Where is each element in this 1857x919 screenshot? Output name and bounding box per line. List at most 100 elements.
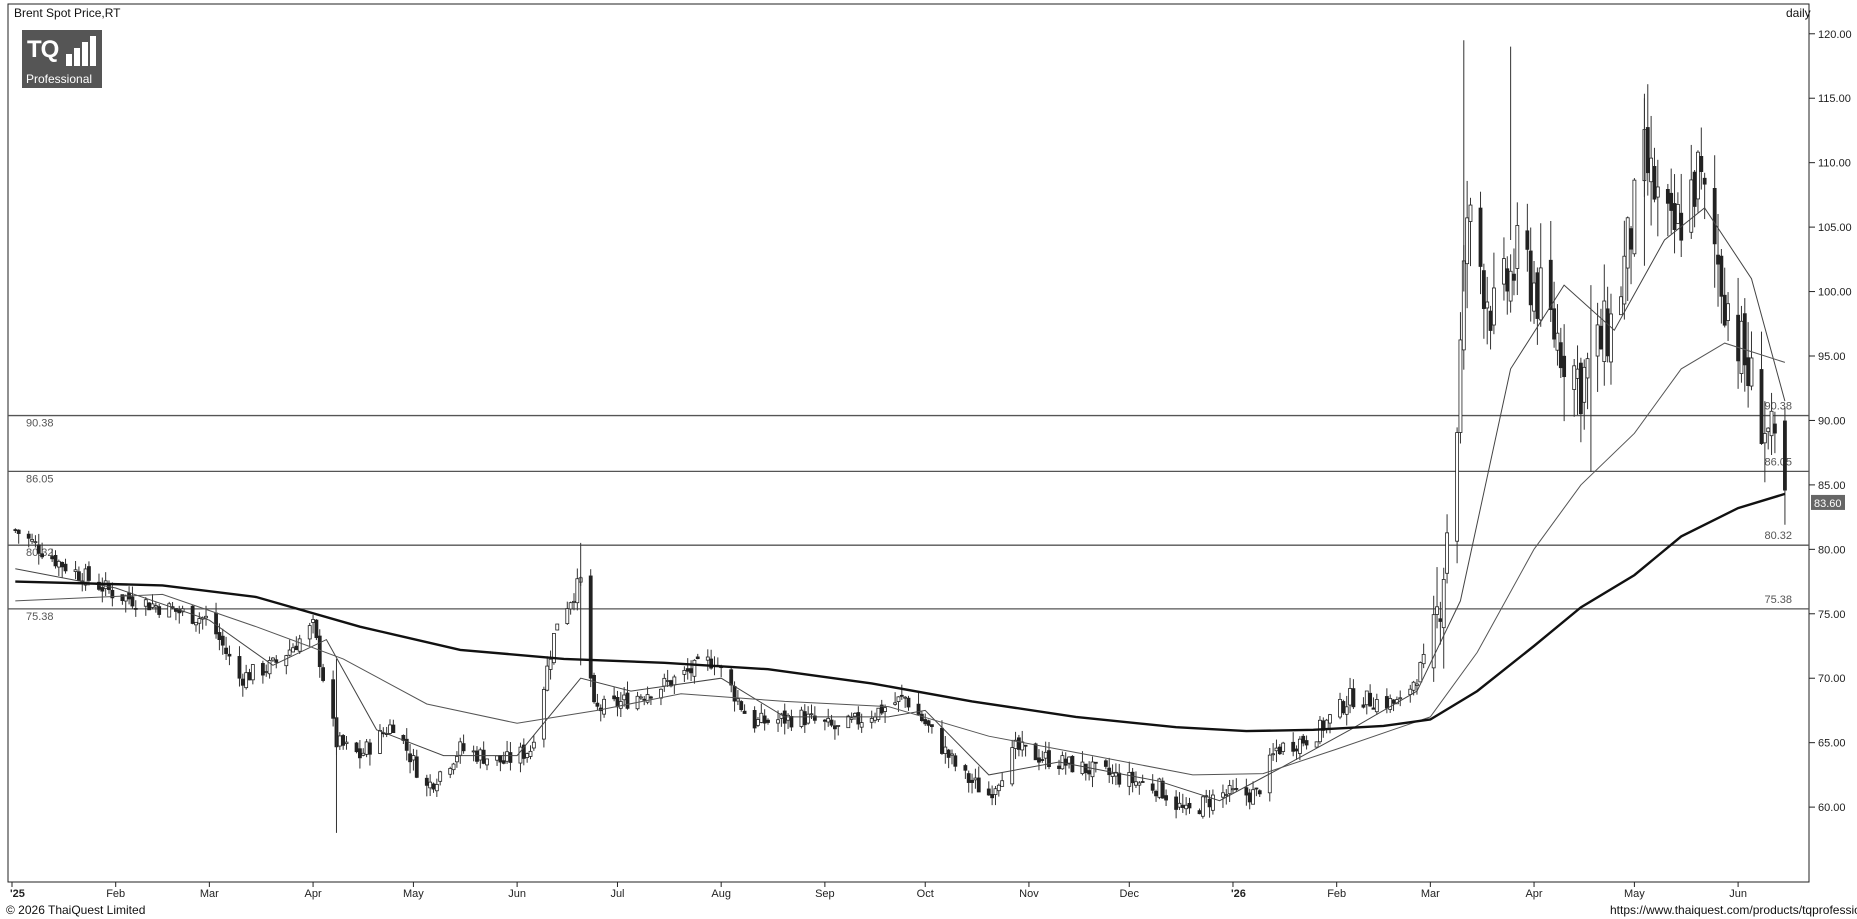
candle-body <box>1783 420 1787 491</box>
candle-body <box>1388 698 1393 710</box>
candle-body <box>434 784 439 792</box>
x-axis: '25 Feb Mar Apr May Jun Jul Aug Sep Oct Nov Dec '26 F… <box>10 882 1747 900</box>
candle-body <box>77 571 81 581</box>
candle-body <box>1314 741 1319 748</box>
candle-body <box>642 698 647 701</box>
candle-body <box>1411 681 1416 691</box>
y-tick-label: 75.00 <box>1818 609 1846 621</box>
candle-body <box>1351 688 1356 708</box>
candle-body <box>244 672 249 689</box>
candle-body <box>1762 433 1767 444</box>
candle-body <box>1221 792 1225 798</box>
candle-body <box>1257 790 1262 795</box>
candle-body <box>528 750 533 757</box>
candle-body <box>1271 753 1276 756</box>
last-price-marker: 83.60 <box>1811 494 1845 510</box>
x-tick-label: Nov <box>1019 888 1039 900</box>
candle-body <box>1187 802 1192 809</box>
candle-body <box>1595 324 1600 357</box>
candle-body <box>13 529 18 531</box>
x-tick-label: May <box>1624 888 1645 900</box>
x-tick-label: Aug <box>711 888 731 900</box>
candle-body <box>1010 747 1015 785</box>
candle-body <box>1398 697 1403 700</box>
candle-body <box>555 623 560 631</box>
x-tick-label: Jul <box>610 888 624 900</box>
candle-body <box>458 741 463 756</box>
candle-body <box>552 633 556 664</box>
candle-body <box>906 697 911 708</box>
candle-body <box>1154 790 1158 797</box>
chart-title: Brent Spot Price,RT <box>14 6 121 20</box>
candle-body <box>926 720 931 726</box>
candle-body <box>809 713 814 716</box>
candle-body <box>143 599 148 607</box>
candle-body <box>541 689 546 740</box>
candle-body <box>1384 696 1389 709</box>
candle-body <box>1137 782 1142 786</box>
candle-body <box>1211 794 1215 811</box>
candle-body <box>665 680 670 682</box>
candle-body <box>1749 357 1754 387</box>
candle-body <box>705 656 710 661</box>
candle-body <box>1160 780 1165 799</box>
candle-body <box>735 698 740 702</box>
candle-body <box>130 596 135 607</box>
candle-body <box>508 752 513 763</box>
y-tick-label: 115.00 <box>1818 93 1851 105</box>
candle-body <box>1629 228 1633 250</box>
candle-body <box>853 712 857 717</box>
candle-body <box>993 788 998 795</box>
candle-body <box>150 603 155 608</box>
candle-body <box>455 756 459 763</box>
candle-body <box>220 635 225 646</box>
level-label-left: 86.05 <box>26 473 54 485</box>
level-label-right: 80.32 <box>1764 530 1792 542</box>
candle-body <box>1117 772 1122 785</box>
candle-body <box>53 554 58 567</box>
tq-professional-logo: TQ Professional <box>22 30 102 88</box>
candle-body <box>953 755 958 767</box>
candle-body <box>1441 579 1446 629</box>
candle-body <box>1548 259 1553 311</box>
candle-body <box>545 665 550 691</box>
candle-body <box>1164 795 1168 801</box>
candle-body <box>1291 741 1296 752</box>
candle-body <box>846 715 851 729</box>
logo-bars-icon <box>66 36 98 66</box>
candle-body <box>752 710 757 729</box>
candle-body <box>1502 258 1506 285</box>
candle-body <box>973 777 978 781</box>
candle-body <box>287 649 292 656</box>
level-label-right: 90.38 <box>1764 401 1792 413</box>
candle-body <box>659 688 663 699</box>
candle-body <box>1435 606 1439 615</box>
candle-body <box>1227 785 1232 795</box>
y-tick-label: 70.00 <box>1818 673 1846 685</box>
candle-body <box>695 656 700 660</box>
candle-body <box>1083 763 1088 774</box>
candle-body <box>1080 761 1085 775</box>
candle-body <box>294 645 299 651</box>
source-url[interactable]: https://www.thaiquest.com/products/tqpro… <box>1610 903 1857 917</box>
candle-body <box>1297 738 1302 754</box>
level-label-right: 86.05 <box>1764 456 1792 468</box>
candle-body <box>1538 267 1543 321</box>
candle-body <box>739 701 744 711</box>
candle-body <box>521 744 526 759</box>
candle-body <box>1318 719 1322 743</box>
candle-body <box>625 692 630 709</box>
candle-body <box>869 718 874 723</box>
candle-body <box>1759 369 1764 444</box>
candle-body <box>833 725 837 730</box>
candle-body <box>36 544 41 554</box>
candle-body <box>1247 792 1252 803</box>
candle-body <box>404 738 409 751</box>
candle-body <box>1582 366 1587 403</box>
candle-body <box>1632 179 1637 255</box>
copyright: © 2026 ThaiQuest Limited <box>6 903 146 917</box>
candle-body <box>30 539 34 542</box>
candle-body <box>1057 765 1061 769</box>
y-tick-label: 90.00 <box>1818 415 1846 427</box>
